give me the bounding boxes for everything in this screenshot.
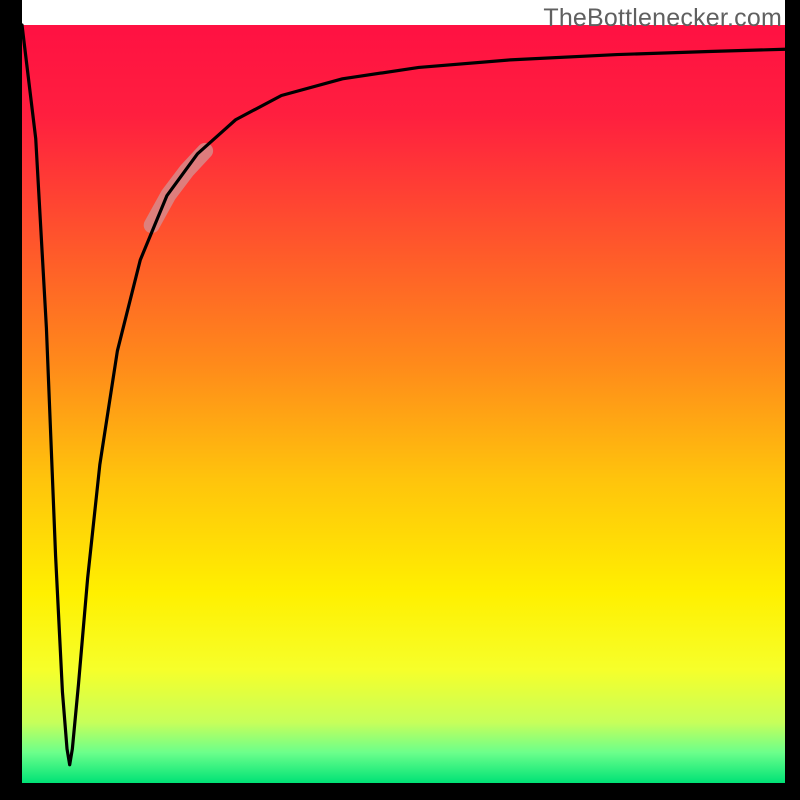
- frame-right: [785, 0, 800, 800]
- chart-stage: TheBottlenecker.com: [0, 0, 800, 800]
- attribution-text: TheBottlenecker.com: [543, 4, 782, 33]
- frame-left: [0, 0, 22, 800]
- bottleneck-curve: [22, 25, 785, 765]
- plot-area: [22, 25, 785, 783]
- frame-bottom: [0, 783, 800, 800]
- curve-layer: [22, 25, 785, 783]
